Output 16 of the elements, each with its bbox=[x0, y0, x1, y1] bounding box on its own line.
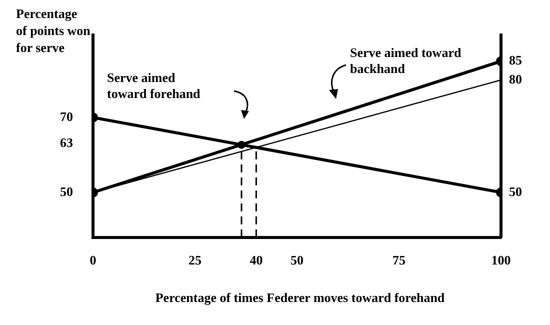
x-tick-label: 0 bbox=[90, 252, 96, 268]
y-tick-label: 63 bbox=[60, 135, 74, 150]
y2-tick-label: 85 bbox=[509, 52, 522, 68]
x-tick-label: 50 bbox=[290, 252, 304, 268]
annotation: Serve aimed toward forehand bbox=[107, 70, 202, 101]
x-tick-label: 25 bbox=[188, 252, 202, 268]
y2-tick-label: 80 bbox=[509, 71, 522, 86]
y2-tick-label: 50 bbox=[509, 184, 522, 199]
x-tick-label: 40 bbox=[250, 252, 263, 268]
x-axis-title: Percentage of times Federer moves toward forehand bbox=[155, 290, 446, 305]
y-tick-label: 50 bbox=[60, 184, 73, 199]
y-tick-label: 70 bbox=[60, 108, 73, 124]
x-tick-label: 100 bbox=[491, 252, 511, 268]
x-tick-label: 75 bbox=[392, 252, 406, 268]
annotation: Serve aimed toward backhand bbox=[350, 45, 462, 76]
y-axis-title: Percentage of points won for serve bbox=[16, 6, 92, 55]
